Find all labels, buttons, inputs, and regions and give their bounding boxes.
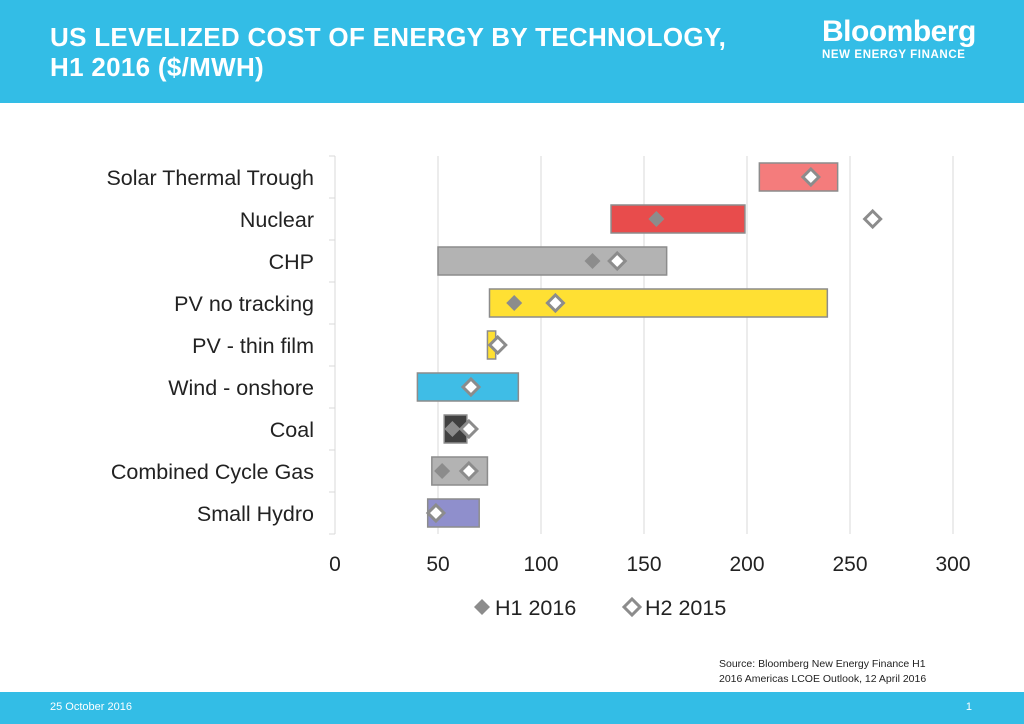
brand-name: Bloomberg <box>822 15 976 48</box>
x-tick-label-200: 200 <box>729 553 764 576</box>
legend-label-h1-2016: H1 2016 <box>495 596 576 620</box>
category-label-1: Nuclear <box>240 208 314 232</box>
marker-h1-2016-6 <box>444 421 461 437</box>
category-label-0: Solar Thermal Trough <box>106 166 314 190</box>
marker-h1-2016-1 <box>648 211 665 227</box>
slide-title-line2: H1 2016 ($/MWH) <box>50 52 264 82</box>
category-label-8: Small Hydro <box>197 502 314 526</box>
slide-title-line1: US LEVELIZED COST OF ENERGY BY TECHNOLOG… <box>50 22 727 52</box>
bloomberg-logo: Bloomberg NEW ENERGY FINANCE <box>822 16 976 62</box>
slide-title: US LEVELIZED COST OF ENERGY BY TECHNOLOG… <box>50 22 726 82</box>
legend-marker-h1-2016 <box>474 599 490 615</box>
x-tick-label-300: 300 <box>935 553 970 576</box>
legend-marker-h2-2015 <box>621 596 643 618</box>
x-tick-label-150: 150 <box>626 553 661 576</box>
footer-bar: 25 October 2016 1 <box>0 692 1024 724</box>
marker-h2-2015-2 <box>607 250 628 272</box>
marker-h2-2015-7 <box>458 460 480 482</box>
marker-h2-2015-8 <box>425 502 447 524</box>
legend-label-h2-2015: H2 2015 <box>645 596 726 620</box>
marker-h2-2015-4 <box>487 334 508 356</box>
title-banner: US LEVELIZED COST OF ENERGY BY TECHNOLOG… <box>0 0 1024 103</box>
range-bar-1 <box>610 204 746 234</box>
category-label-5: Wind - onshore <box>168 376 314 400</box>
marker-h2-2015-5 <box>460 376 482 398</box>
source-note: Source: Bloomberg New Energy Finance H1 … <box>719 657 969 687</box>
source-line2: 2016 Americas LCOE Outlook, 12 April 201… <box>719 673 927 685</box>
category-label-4: PV - thin film <box>192 334 314 358</box>
page-number: 1 <box>965 701 972 713</box>
x-tick-label-100: 100 <box>523 553 558 576</box>
marker-h1-2016-2 <box>584 253 601 269</box>
range-bar-3 <box>488 288 829 318</box>
category-label-7: Combined Cycle Gas <box>111 460 314 484</box>
marker-h1-2016-7 <box>434 463 451 479</box>
range-bar-0 <box>758 162 839 192</box>
x-tick-label-0: 0 <box>329 553 341 576</box>
x-tick-label-50: 50 <box>426 553 449 576</box>
range-bar-2 <box>437 246 668 276</box>
source-line1: Source: Bloomberg New Energy Finance H1 <box>719 658 926 670</box>
category-label-6: Coal <box>270 418 314 442</box>
marker-h2-2015-6 <box>458 418 480 440</box>
marker-h2-2015-1 <box>862 208 883 230</box>
brand-subtitle: NEW ENERGY FINANCE <box>822 49 966 61</box>
marker-h2-2015-0 <box>800 166 821 188</box>
marker-h1-2016-3 <box>506 295 523 311</box>
category-label-3: PV no tracking <box>174 292 314 316</box>
footer-date: 25 October 2016 <box>50 701 132 713</box>
marker-h2-2015-3 <box>545 292 566 314</box>
category-label-2: CHP <box>269 250 314 274</box>
x-tick-label-250: 250 <box>832 553 867 576</box>
